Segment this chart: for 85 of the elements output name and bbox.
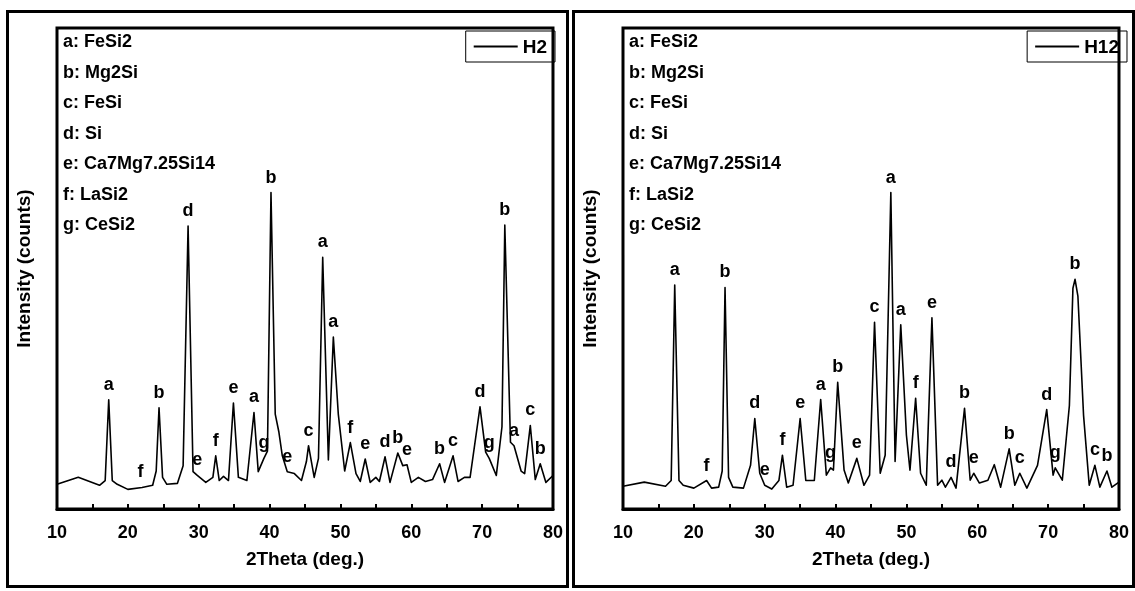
annotation: c [869,296,880,317]
annotation: e [926,291,937,312]
x-tick-label: 10 [612,522,634,542]
annotation: b [265,166,277,187]
annotation: a [317,231,329,252]
x-tick-label: 20 [683,522,704,542]
x-tick-label: 30 [754,522,775,542]
annotation: f: LaSi2 [629,183,695,204]
annotation: d [379,430,391,451]
x-tick-label: 70 [1038,522,1059,542]
annotation: f [703,454,711,475]
annotation: b [434,437,446,458]
text: d: Si [629,122,668,143]
annotation: g: CeSi2 [63,214,136,234]
annotation: b [1069,253,1081,274]
text: e: Ca7Mg7.25Si14 [63,153,216,173]
annotation: c [1014,447,1025,468]
text: b: Mg2Si [629,61,704,82]
annotation: d [474,380,486,401]
annotation: b [534,437,546,458]
y-axis-title: Intensity (counts) [12,189,34,348]
annotation: f [347,416,355,437]
annotation: e [360,433,371,453]
annotation: b [959,382,971,403]
annotation: g [483,432,495,453]
annotation: a [248,386,260,407]
text: e: Ca7Mg7.25Si14 [629,153,782,173]
x-tick-label: 10 [46,522,68,542]
x-tick-label: 50 [896,522,917,542]
x-axis-title: 2Theta (deg.) [811,548,931,569]
annotation: e [282,445,293,466]
annotation: c [448,429,459,450]
x-tick-label: 70 [472,522,493,542]
annotation: e [968,447,979,468]
x-tick-label: 60 [967,522,988,542]
annotation: b [1003,422,1015,443]
annotation: e [759,459,770,480]
x-tick-label: 40 [825,522,846,542]
annotation: a [103,373,115,394]
text: c: FeSi [629,92,689,112]
annotation: b [1101,445,1113,466]
annotation: e [228,376,239,397]
annotation: e [795,392,806,413]
x-tick-label: 80 [1108,522,1129,542]
x-tick-label: 30 [188,522,209,542]
annotation: b [832,356,844,377]
annotation: e [192,449,203,470]
annotation: b [499,199,511,220]
annotation: c [1089,439,1100,460]
annotation: e [851,432,862,453]
annotation: e [402,438,413,459]
annotation: a [815,373,827,394]
x-tick-label: 40 [259,522,280,542]
annotation: c [525,399,536,420]
annotation: a [669,258,681,279]
annotation: f [212,429,220,450]
annotation: a [328,311,340,332]
annotation: a [895,298,907,319]
annotation: f [779,429,787,450]
legend-label: H12 [1084,36,1119,57]
x-axis-title: 2Theta (deg.) [245,548,365,569]
x-tick-label: 50 [330,522,351,542]
x-tick-label: 80 [542,522,563,542]
annotation: d [182,200,194,221]
text: a: FeSi2 [63,31,133,51]
text: c: FeSi [63,92,123,112]
legend-label: H2 [522,36,548,57]
annotation: f [137,461,145,482]
annotation: b [153,381,165,402]
y-axis-title: Intensity (counts) [578,189,600,348]
text: a: FeSi2 [629,31,699,51]
annotation: d [1041,383,1053,404]
annotation: b [392,426,404,447]
annotation: f [912,372,920,393]
text: d: Si [63,122,102,143]
annotation: d [749,392,761,413]
x-tick-label: 20 [117,522,138,542]
annotation: a [885,166,897,187]
annotation: g: CeSi2 [629,214,702,234]
annotation: d [945,451,957,472]
annotation: f: LaSi2 [63,183,129,204]
text: b: Mg2Si [63,61,138,82]
x-tick-label: 60 [401,522,422,542]
annotation: b [719,261,731,282]
annotation: c [303,419,314,440]
